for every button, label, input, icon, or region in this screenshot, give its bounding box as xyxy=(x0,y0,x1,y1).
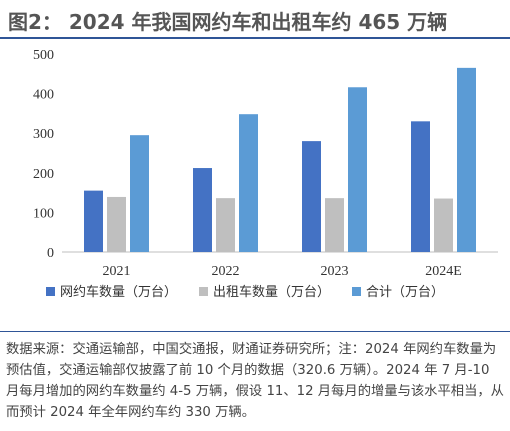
legend-label: 网约车数量（万台） xyxy=(60,284,177,300)
y-tick-label: 0 xyxy=(47,246,54,261)
legend-swatch xyxy=(199,287,208,296)
bar xyxy=(107,196,126,252)
source-note: 数据来源：交通运输部，中国交通报，财通证券研究所；注：2024 年网约车数量为预… xyxy=(6,342,504,420)
title-rule xyxy=(0,37,510,39)
legend-swatch xyxy=(46,287,55,296)
y-tick-label: 300 xyxy=(33,127,54,142)
bar xyxy=(434,198,453,252)
y-tick-label: 100 xyxy=(33,206,54,221)
x-tick-label: 2024E xyxy=(425,264,462,279)
figure-header: 图2： 2024 年我国网约车和出租车约 465 万辆 xyxy=(0,0,510,40)
bar xyxy=(325,198,344,252)
x-tick-label: 2021 xyxy=(103,264,131,279)
bar xyxy=(411,121,430,252)
bar xyxy=(193,168,212,252)
bar xyxy=(216,198,235,252)
figure-title: 图2： 2024 年我国网约车和出租车约 465 万辆 xyxy=(8,10,448,34)
y-tick-label: 500 xyxy=(33,48,54,63)
bar-chart: 0 100 200 300 400 500 2021 2022 2023 2024E 网约车数量（万… xyxy=(33,48,498,300)
legend-label: 出租车数量（万台） xyxy=(213,284,330,300)
bar xyxy=(239,114,258,252)
bar xyxy=(348,87,367,252)
x-tick-label: 2023 xyxy=(321,264,349,279)
x-tick-label: 2022 xyxy=(212,264,240,279)
legend-swatch xyxy=(352,287,361,296)
y-tick-label: 200 xyxy=(33,167,54,182)
bar xyxy=(457,67,476,252)
legend-label: 合计（万台） xyxy=(366,285,444,300)
bar xyxy=(130,135,149,252)
bar xyxy=(84,190,103,252)
source-rule xyxy=(0,331,510,332)
bar xyxy=(302,141,321,252)
y-tick-label: 400 xyxy=(33,88,54,103)
